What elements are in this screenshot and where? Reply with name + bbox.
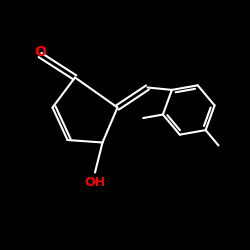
Text: O: O	[34, 46, 46, 60]
Text: OH: OH	[84, 176, 105, 189]
